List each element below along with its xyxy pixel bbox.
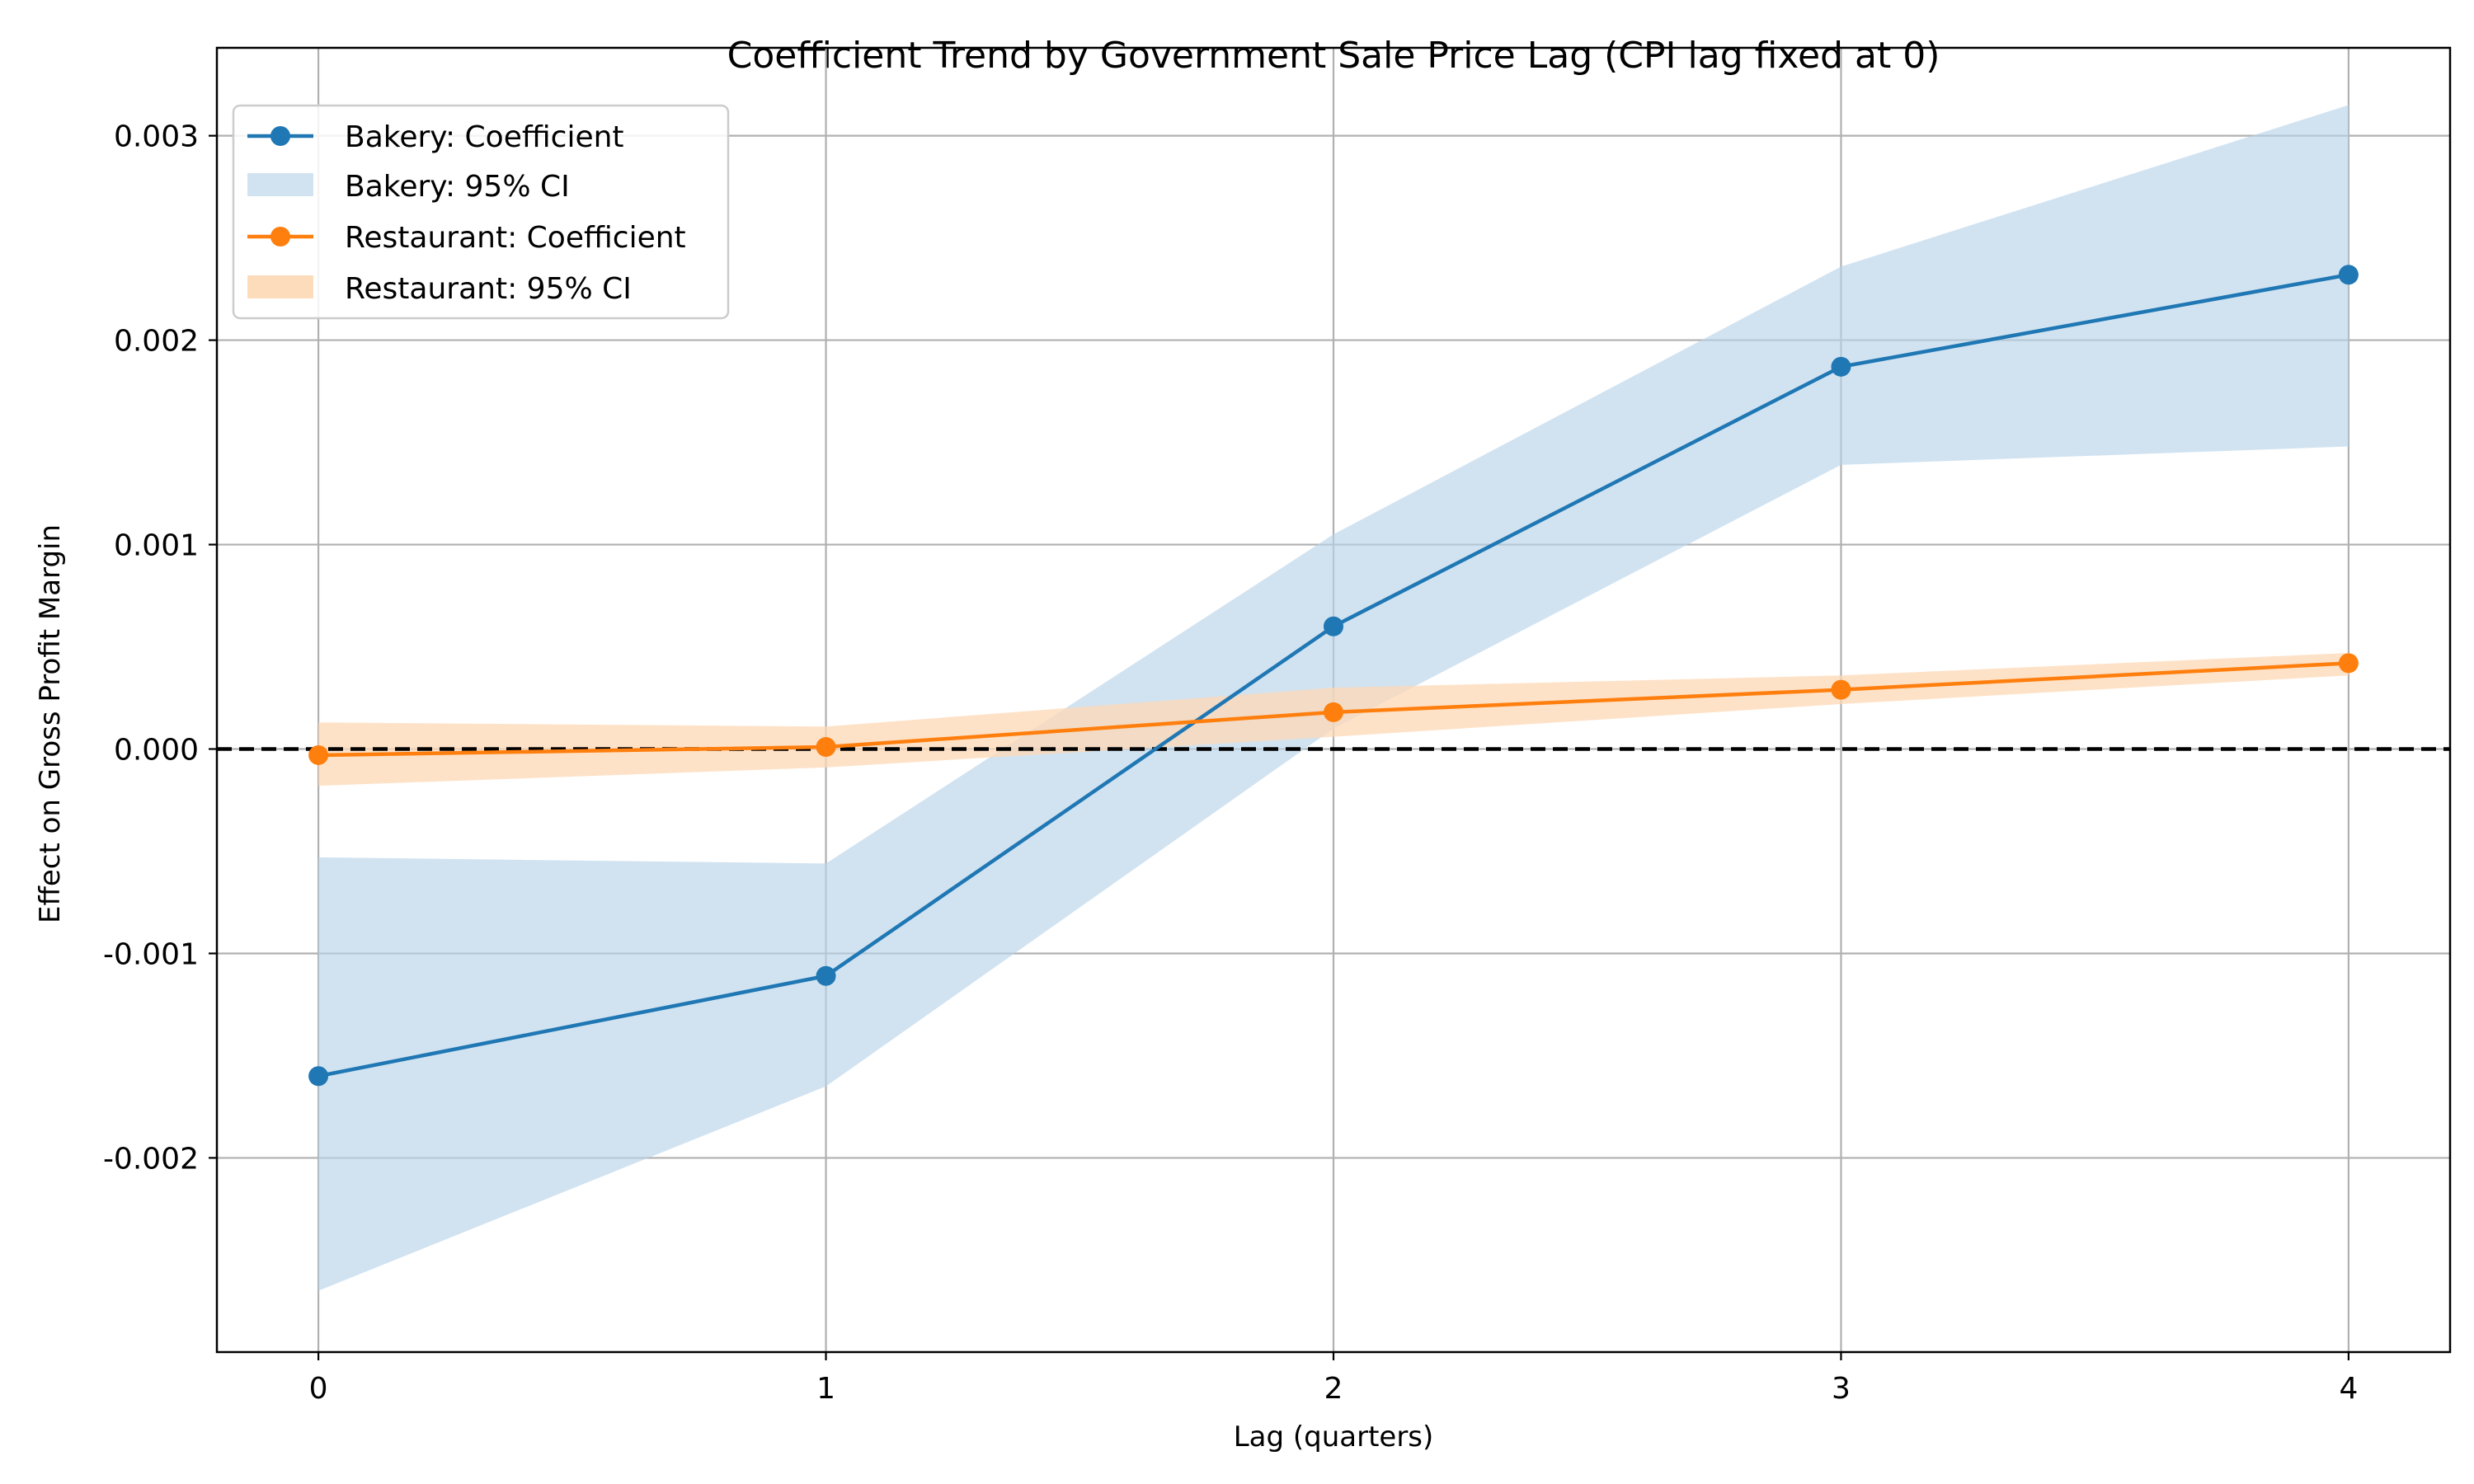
data-point-restaurant (2338, 653, 2359, 674)
y-tick-label: 0.000 (114, 734, 199, 768)
data-point-bakery (816, 965, 836, 986)
legend-label-restaurant-ci: Restaurant: 95% CI (345, 272, 632, 306)
legend-label-bakery-coefficient: Bakery: Coefficient (345, 120, 624, 154)
legend-swatch-restaurant-marker (270, 227, 290, 247)
data-point-restaurant (1831, 679, 1851, 700)
x-tick-label: 3 (1832, 1372, 1851, 1406)
x-tick-label: 2 (1324, 1372, 1343, 1406)
y-tick-label: -0.002 (103, 1142, 199, 1176)
legend-label-restaurant-coefficient: Restaurant: Coefficient (345, 221, 686, 255)
legend-swatch-bakery-marker (270, 126, 290, 146)
data-point-restaurant (1324, 702, 1343, 722)
y-axis-label: Effect on Gross Profit Margin (34, 524, 67, 923)
legend-box (232, 104, 730, 320)
data-point-bakery (2338, 265, 2359, 285)
y-tick-label: 0.003 (114, 120, 199, 154)
ticks: 0 1 2 3 4 -0.002 -0.001 0.000 0.001 0.002 0.003 (103, 120, 2358, 1406)
data-point-bakery (1831, 356, 1851, 377)
x-tick-label: 4 (2339, 1372, 2358, 1406)
legend-swatch-bakery-ci (247, 173, 313, 196)
legend: Bakery: Coefficient Bakery: 95% CI Resta… (232, 104, 730, 320)
data-point-bakery (308, 1066, 329, 1087)
x-tick-label: 0 (309, 1372, 328, 1406)
x-tick-label: 1 (816, 1372, 835, 1406)
data-point-bakery (1324, 616, 1343, 636)
data-point-restaurant (816, 737, 836, 758)
series-lines (308, 265, 2359, 1087)
y-tick-label: 0.001 (114, 529, 199, 563)
data-point-restaurant (308, 744, 329, 765)
x-axis-label: Lag (quarters) (1234, 1421, 1434, 1453)
y-tick-label: 0.002 (114, 325, 199, 359)
legend-label-bakery-ci: Bakery: 95% CI (345, 170, 570, 204)
legend-swatch-restaurant-ci (247, 275, 313, 298)
y-tick-label: -0.001 (103, 937, 199, 971)
